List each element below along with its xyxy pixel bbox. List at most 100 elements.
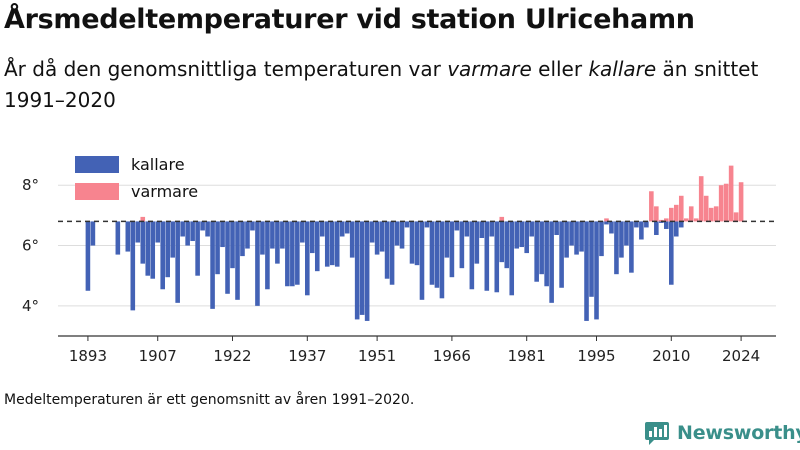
cold-bar-1979 (514, 221, 520, 249)
warm-bar-1997 (604, 218, 609, 222)
cold-bar-1930 (270, 221, 275, 249)
cold-bar-1943 (334, 221, 340, 267)
cold-bar-1957 (404, 221, 410, 228)
warm-bar-2018 (708, 207, 714, 222)
cold-bar-1991 (574, 221, 579, 255)
newsworthy-brand: Newsworthy (644, 420, 800, 446)
cold-bar-1927 (255, 221, 260, 306)
cold-bar-1970 (469, 221, 475, 290)
cold-bar-1998 (609, 221, 614, 234)
cold-bar-1945 (344, 221, 350, 234)
warm-bar-2009 (664, 218, 669, 222)
cold-bar-1962 (429, 221, 435, 285)
footnote: Medeltemperaturen är ett genomsnitt av å… (4, 392, 415, 408)
warm-bar-2021 (723, 183, 729, 222)
cold-bar-1922 (230, 221, 235, 269)
cold-bar-1987 (554, 221, 559, 235)
cold-bar-1977 (504, 221, 510, 269)
cold-bar-1923 (235, 221, 240, 300)
cold-bar-1964 (439, 221, 445, 299)
warm-bar-2006 (649, 191, 654, 222)
x-tick-label: 1981 (508, 347, 546, 365)
y-tick-label: 6° (22, 237, 39, 255)
legend-label-kallare: kallare (131, 155, 185, 174)
cold-bar-1997 (604, 221, 609, 225)
cold-bar-1960 (419, 221, 425, 300)
cold-bar-1925 (245, 221, 250, 249)
cold-bar-1985 (544, 221, 549, 287)
x-tick-label: 1995 (577, 347, 615, 365)
cold-bar-1921 (225, 221, 230, 294)
cold-bar-1950 (369, 221, 375, 243)
x-tick-label: 1907 (139, 347, 177, 365)
cold-bar-1948 (359, 221, 365, 315)
legend-swatch-varmare (75, 183, 119, 200)
cold-bar-1893 (85, 221, 91, 291)
warm-bar-2019 (713, 206, 719, 222)
warm-bar-1904 (140, 216, 146, 222)
cold-bar-1953 (384, 221, 390, 279)
x-tick-label: 1893 (69, 347, 107, 365)
subtitle-prefix: År då den genomsnittliga temperaturen va… (4, 57, 448, 81)
cold-bar-1951 (374, 221, 380, 255)
x-tick-label: 2024 (722, 347, 760, 365)
cold-bar-1904 (140, 221, 146, 264)
warm-bar-2020 (718, 185, 724, 222)
cold-bar-2004 (639, 221, 644, 240)
cold-bar-1968 (459, 221, 465, 269)
cold-bar-1956 (399, 221, 405, 249)
warm-bar-2022 (728, 165, 734, 222)
cold-bar-1984 (539, 221, 544, 275)
cold-bar-2008 (659, 221, 664, 223)
newsworthy-logo-icon (645, 422, 669, 445)
cold-bar-1966 (449, 221, 455, 278)
cold-bar-1986 (549, 221, 554, 303)
cold-bar-1940 (319, 221, 325, 237)
cold-bar-1993 (584, 221, 589, 321)
legend-label-varmare: varmare (131, 182, 198, 201)
cold-bar-1908 (160, 221, 165, 290)
cold-bar-1920 (220, 221, 225, 248)
cold-bar-1980 (519, 221, 524, 248)
cold-bar-1928 (260, 221, 265, 255)
subtitle-suffix: än snittet 1991–2020 (4, 57, 759, 112)
cold-bar-1992 (579, 221, 584, 252)
cold-bar-1965 (444, 221, 450, 258)
cold-bar-1975 (494, 221, 500, 293)
cold-bar-2012 (678, 221, 684, 228)
cold-bar-1933 (285, 221, 290, 287)
warm-bar-1976 (499, 216, 505, 222)
cold-bar-1912 (180, 221, 185, 237)
chart-title: Årsmedeltemperaturer vid station Ulriceh… (4, 4, 695, 35)
cold-bar-1929 (265, 221, 270, 290)
cold-bar-1913 (185, 221, 190, 246)
legend: kallare varmare (75, 155, 198, 201)
cold-bar-1941 (324, 221, 330, 267)
cold-bar-1989 (564, 221, 569, 258)
subtitle-warm-word: varmare (447, 57, 532, 81)
y-tick-label: 8° (22, 176, 39, 194)
cold-bar-1932 (280, 221, 285, 249)
cold-bar-1944 (339, 221, 345, 237)
cold-bar-2002 (629, 221, 634, 273)
cold-bar-1917 (205, 221, 210, 237)
cold-bar-1961 (424, 221, 430, 228)
warm-bar-2017 (703, 195, 709, 222)
cold-bar-1926 (250, 221, 255, 231)
axes: 4° 6° 8° 1893 1907 1922 1937 1951 1966 1981 1995 20… (22, 176, 776, 365)
cold-bar-1946 (349, 221, 355, 258)
warm-bar-2008 (659, 219, 664, 222)
cold-bar-1942 (329, 221, 335, 266)
cold-bar-1990 (569, 221, 574, 246)
cold-bar-1924 (240, 221, 245, 257)
cold-bar-1902 (130, 221, 136, 311)
cold-bar-1958 (409, 221, 415, 264)
subtitle-connector: eller (531, 57, 589, 81)
subtitle-cold-word: kallare (588, 57, 657, 81)
cold-bar-1999 (614, 221, 619, 275)
cold-bar-1988 (559, 221, 564, 288)
cold-bar-1894 (90, 221, 96, 246)
cold-bar-1915 (195, 221, 200, 276)
cold-bar-1971 (474, 221, 480, 264)
cold-bar-2001 (624, 221, 629, 246)
